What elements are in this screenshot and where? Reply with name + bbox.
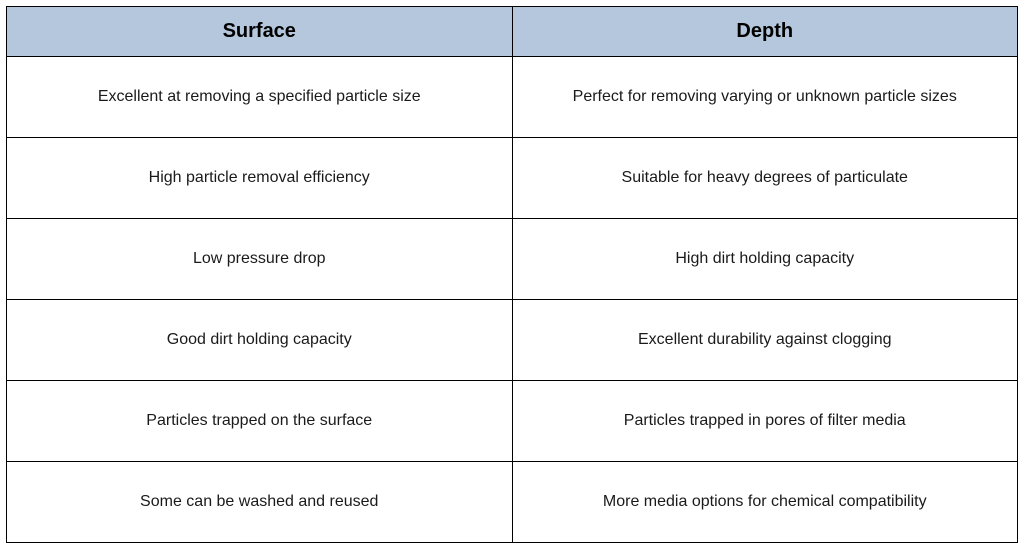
depth-cell: Suitable for heavy degrees of particulat…	[512, 138, 1018, 219]
table-row: Particles trapped on the surface Particl…	[7, 381, 1018, 462]
surface-cell: Some can be washed and reused	[7, 462, 513, 543]
surface-cell: Good dirt holding capacity	[7, 300, 513, 381]
surface-cell: High particle removal efficiency	[7, 138, 513, 219]
table-row: Good dirt holding capacity Excellent dur…	[7, 300, 1018, 381]
depth-cell: More media options for chemical compatib…	[512, 462, 1018, 543]
surface-cell: Excellent at removing a specified partic…	[7, 57, 513, 138]
table-row: Some can be washed and reused More media…	[7, 462, 1018, 543]
depth-cell: Excellent durability against clogging	[512, 300, 1018, 381]
table-row: High particle removal efficiency Suitabl…	[7, 138, 1018, 219]
table-header-row: Surface Depth	[7, 7, 1018, 57]
depth-cell: High dirt holding capacity	[512, 219, 1018, 300]
comparison-table: Surface Depth Excellent at removing a sp…	[6, 6, 1018, 543]
table-row: Excellent at removing a specified partic…	[7, 57, 1018, 138]
table-row: Low pressure drop High dirt holding capa…	[7, 219, 1018, 300]
comparison-table-container: Surface Depth Excellent at removing a sp…	[6, 6, 1018, 543]
surface-cell: Particles trapped on the surface	[7, 381, 513, 462]
depth-cell: Perfect for removing varying or unknown …	[512, 57, 1018, 138]
column-header-depth: Depth	[512, 7, 1018, 57]
column-header-surface: Surface	[7, 7, 513, 57]
depth-cell: Particles trapped in pores of filter med…	[512, 381, 1018, 462]
surface-cell: Low pressure drop	[7, 219, 513, 300]
